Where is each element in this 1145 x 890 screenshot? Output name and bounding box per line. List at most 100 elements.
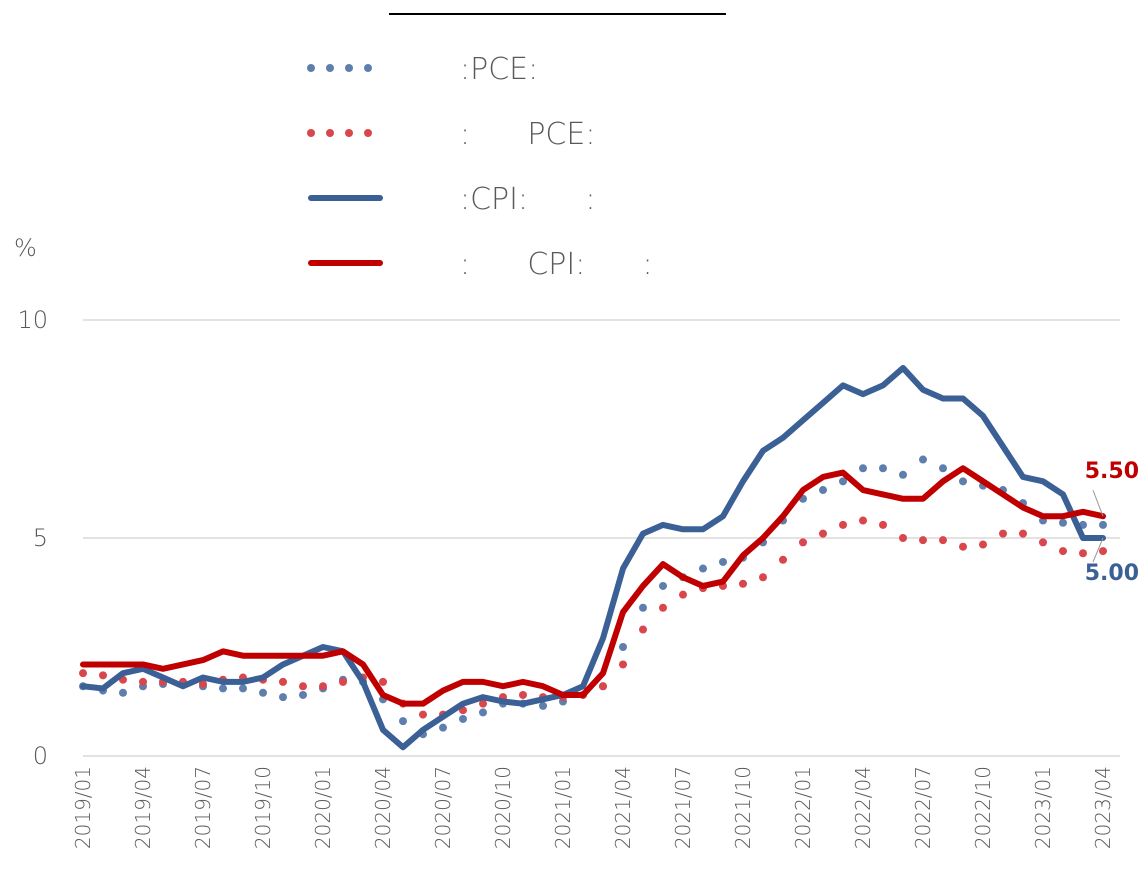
data-point [859, 464, 867, 473]
data-point [1099, 547, 1107, 556]
data-point [639, 625, 647, 634]
x-tick-label: 2022/10 [971, 766, 995, 849]
data-point [1099, 520, 1107, 529]
data-point [799, 538, 807, 547]
legend-label: :PCE: [460, 52, 538, 87]
data-point [659, 581, 667, 590]
y-axis-label: % [14, 234, 37, 262]
data-point [439, 723, 447, 732]
data-point [899, 470, 907, 479]
data-point [539, 701, 547, 710]
data-point [99, 671, 107, 680]
data-point [959, 542, 967, 551]
data-point [1039, 538, 1047, 547]
data-point [999, 529, 1007, 538]
legend-label: : CPI: : [460, 247, 653, 282]
data-point [899, 534, 907, 542]
data-point [979, 540, 987, 549]
data-point [1059, 547, 1067, 556]
x-tick-label: 2021/10 [731, 766, 755, 849]
data-point [139, 677, 147, 686]
data-point [599, 682, 607, 691]
data-point [299, 690, 307, 699]
data-point [239, 684, 247, 693]
data-point [199, 680, 207, 689]
data-point [959, 477, 967, 486]
data-point [259, 688, 267, 697]
x-tick-label: 2020/01 [311, 766, 335, 849]
legend-marker [345, 64, 353, 72]
y-tick-label: 5 [33, 524, 48, 552]
x-tick-label: 2021/01 [551, 766, 575, 849]
data-point [419, 710, 427, 719]
data-point [379, 677, 387, 686]
x-tick-label: 2020/07 [431, 766, 455, 849]
data-point [1059, 518, 1067, 527]
data-point [339, 677, 347, 686]
x-tick-label: 2023/01 [1031, 766, 1055, 849]
legend-label: : PCE: [460, 117, 595, 152]
data-point [879, 520, 887, 529]
data-point [759, 573, 767, 582]
data-point [939, 536, 947, 545]
data-point [1019, 529, 1027, 538]
x-tick-label: 2023/04 [1091, 766, 1115, 849]
data-line [80, 364, 1106, 751]
data-point [279, 677, 287, 686]
x-tick-label: 2022/07 [911, 766, 935, 849]
data-point [859, 516, 867, 525]
legend-marker [364, 129, 372, 137]
data-line [80, 465, 1106, 707]
data-point [739, 579, 747, 588]
data-point [939, 464, 947, 473]
legend-marker [307, 129, 315, 137]
data-point [699, 564, 707, 573]
x-tick-label: 2019/04 [131, 766, 155, 849]
data-point [839, 520, 847, 529]
y-tick-label: 0 [33, 742, 48, 770]
data-label: 5.50 [1085, 459, 1139, 484]
x-tick-label: 2021/04 [611, 766, 635, 849]
leader-line [1092, 490, 1104, 517]
data-point [479, 708, 487, 717]
x-tick-label: 2020/04 [371, 766, 395, 849]
data-point [519, 690, 527, 699]
leader-line [1092, 537, 1104, 563]
data-point [819, 529, 827, 538]
legend-marker [326, 129, 334, 137]
x-tick-label: 2021/07 [671, 766, 695, 849]
legend-marker [364, 64, 372, 72]
data-point [879, 464, 887, 473]
data-point [79, 669, 87, 678]
data-point [279, 693, 287, 702]
y-tick-label: 10 [17, 306, 48, 334]
data-point [659, 603, 667, 612]
data-point [819, 486, 827, 495]
x-tick-label: 2022/04 [851, 766, 875, 849]
data-label: 5.00 [1085, 561, 1139, 586]
legend-marker [326, 64, 334, 72]
legend-marker [307, 64, 315, 72]
data-point [839, 477, 847, 486]
data-point [919, 455, 927, 464]
data-point [679, 590, 687, 599]
legend-label: :CPI: : [460, 182, 595, 217]
data-point [119, 688, 127, 697]
legend-marker [345, 129, 353, 137]
x-tick-label: 2022/01 [791, 766, 815, 849]
data-point [459, 714, 467, 723]
data-point [319, 682, 327, 691]
data-point [919, 536, 927, 545]
data-point [399, 717, 407, 726]
data-point [299, 682, 307, 691]
data-point [619, 643, 627, 651]
x-tick-label: 2019/07 [191, 766, 215, 849]
x-tick-label: 2019/10 [251, 766, 275, 849]
data-point [639, 603, 647, 612]
data-point [719, 557, 727, 566]
data-point [619, 660, 627, 669]
x-tick-label: 2020/10 [491, 766, 515, 849]
data-point [219, 684, 227, 693]
data-point [779, 555, 787, 564]
data-point [479, 699, 487, 708]
